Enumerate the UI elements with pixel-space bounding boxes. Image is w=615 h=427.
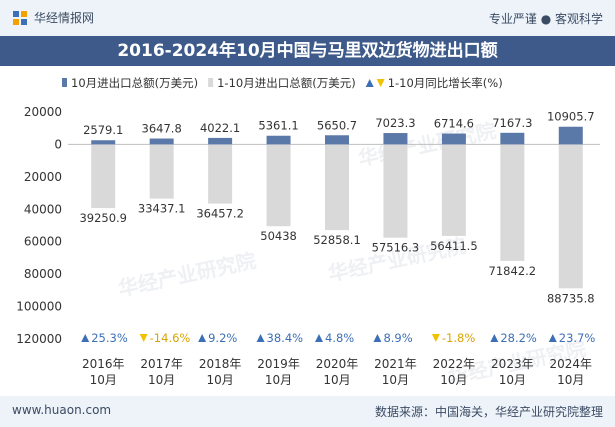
monthly-value-label: 4022.1 <box>200 121 240 135</box>
legend-label-2: 1-10月同比增长率(%) <box>388 76 503 90</box>
monthly-value-label: 7023.3 <box>375 116 415 130</box>
legend-label-1: 1-10月进出口总额(万美元) <box>217 76 356 90</box>
monthly-value-label: 5650.7 <box>317 118 357 132</box>
monthly-bar <box>266 135 291 145</box>
growth-down-triangle-icon <box>431 334 440 342</box>
y-tick-label: 0 <box>54 137 62 151</box>
growth-up-triangle-icon <box>490 334 499 342</box>
growth-value-label: 4.8% <box>325 331 354 345</box>
footer-site[interactable]: www.huaon.com <box>12 403 112 417</box>
monthly-value-label: 2579.1 <box>83 123 123 137</box>
legend-swatch-0 <box>62 78 67 87</box>
legend-up-triangle-icon <box>365 79 374 87</box>
x-tick-label: 2021年 <box>374 357 417 371</box>
y-tick-label: 60000 <box>24 235 62 249</box>
cumulative-bar <box>500 144 525 261</box>
x-tick-label: 10月 <box>206 373 233 387</box>
x-tick-label: 2016年 <box>82 357 125 371</box>
x-tick-label: 10月 <box>382 373 409 387</box>
growth-up-triangle-icon <box>548 334 557 342</box>
monthly-bar <box>500 132 525 145</box>
monthly-bar <box>383 133 408 145</box>
growth-value-label: 25.3% <box>91 331 128 345</box>
x-tick-label: 10月 <box>90 373 117 387</box>
y-tick-label: 100000 <box>16 300 62 314</box>
y-tick-label: 20000 <box>24 170 62 184</box>
cumulative-value-label: 88735.8 <box>547 291 595 305</box>
monthly-bar <box>325 135 349 145</box>
growth-value-label: 9.2% <box>208 331 237 345</box>
cumulative-bar <box>91 144 116 209</box>
growth-down-triangle-icon <box>139 334 148 342</box>
monthly-bar <box>558 126 583 145</box>
growth-value-label: 28.2% <box>500 331 537 345</box>
monthly-bar <box>441 133 466 145</box>
footer: www.huaon.com 数据来源：中国海关，华经产业研究院整理 <box>0 396 615 427</box>
brand-tagline: 专业严谨 ● 客观科学 <box>488 12 603 26</box>
growth-value-label: 38.4% <box>267 331 304 345</box>
cumulative-value-label: 57516.3 <box>372 241 420 255</box>
x-tick-label: 2019年 <box>257 357 300 371</box>
monthly-value-label: 7167.3 <box>492 116 532 130</box>
growth-value-label: 23.7% <box>559 331 596 345</box>
monthly-value-label: 10905.7 <box>547 110 595 124</box>
growth-value-label: -14.6% <box>150 331 191 345</box>
growth-up-triangle-icon <box>373 334 382 342</box>
growth-up-triangle-icon <box>81 334 90 342</box>
cumulative-value-label: 36457.2 <box>196 207 244 221</box>
growth-up-triangle-icon <box>198 334 207 342</box>
legend-down-triangle-icon <box>376 79 385 87</box>
legend-swatch-1 <box>208 78 214 87</box>
y-tick-label: 80000 <box>24 267 62 281</box>
x-tick-label: 2020年 <box>316 357 359 371</box>
legend-label-0: 10月进出口总额(万美元) <box>71 76 198 90</box>
x-tick-label: 2022年 <box>433 357 476 371</box>
x-tick-label: 10月 <box>265 373 292 387</box>
x-tick-label: 2017年 <box>140 357 183 371</box>
y-tick-label: 40000 <box>24 202 62 216</box>
cumulative-value-label: 71842.2 <box>489 264 537 278</box>
footer-source: 数据来源：中国海关，华经产业研究院整理 <box>374 405 603 419</box>
top-bar: 华经情报网 专业严谨 ● 客观科学 <box>0 0 615 36</box>
monthly-value-label: 5361.1 <box>258 119 298 133</box>
monthly-value-label: 3647.8 <box>142 122 182 136</box>
cumulative-value-label: 33437.1 <box>138 202 186 216</box>
cumulative-value-label: 52858.1 <box>313 233 361 247</box>
monthly-bar <box>149 138 174 145</box>
growth-up-triangle-icon <box>256 334 265 342</box>
brand[interactable]: 华经情报网 <box>12 9 94 26</box>
cumulative-bar <box>383 144 408 238</box>
cumulative-value-label: 39250.9 <box>79 211 127 225</box>
monthly-value-label: 6714.6 <box>434 117 474 131</box>
cumulative-value-label: 50438 <box>260 229 297 243</box>
brand-logo-icon <box>13 10 27 25</box>
watermark-text: 华经产业研究院 <box>116 248 258 301</box>
brand-name: 华经情报网 <box>34 11 95 25</box>
x-tick-label: 2018年 <box>199 357 242 371</box>
cumulative-value-label: 56411.5 <box>430 239 478 253</box>
x-tick-label: 10月 <box>148 373 175 387</box>
x-tick-label: 10月 <box>557 373 584 387</box>
chart-title: 2016-2024年10月中国与马里双边货物进出口额 <box>0 36 615 66</box>
cumulative-bar <box>325 144 349 231</box>
x-tick-label: 10月 <box>499 373 526 387</box>
growth-value-label: 8.9% <box>383 331 412 345</box>
monthly-bar <box>91 140 116 145</box>
x-tick-label: 2024年 <box>550 357 593 371</box>
monthly-bar <box>208 137 233 145</box>
y-tick-label: 120000 <box>16 332 62 346</box>
cumulative-bar <box>208 144 233 204</box>
x-tick-label: 10月 <box>323 373 350 387</box>
growth-value-label: -1.8% <box>442 331 475 345</box>
cumulative-bar <box>149 144 174 199</box>
growth-up-triangle-icon <box>315 334 323 342</box>
cumulative-bar <box>441 144 466 236</box>
x-tick-label: 10月 <box>440 373 467 387</box>
cumulative-bar <box>558 144 583 289</box>
cumulative-bar <box>266 144 291 227</box>
y-tick-label: 20000 <box>24 105 62 119</box>
x-tick-label: 2023年 <box>491 357 534 371</box>
